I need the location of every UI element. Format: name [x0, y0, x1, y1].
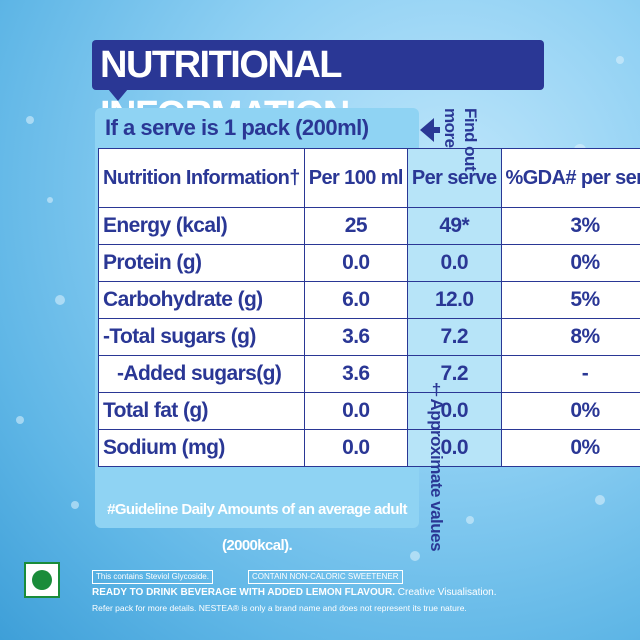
row-serve: 0.0	[406, 429, 502, 467]
header-per-100ml: Per 100 ml	[303, 148, 408, 208]
row-gda: 5%	[500, 281, 640, 319]
row-gda: 0%	[500, 429, 640, 467]
row-label: Sodium (mg)	[98, 429, 305, 467]
veg-dot	[32, 570, 52, 590]
table-row: Protein (g) 0.0 0.0 0%	[98, 244, 640, 282]
table-row: Total fat (g) 0.0 0.0 0%	[98, 392, 640, 430]
serve-size-text: If a serve is 1 pack (200ml)	[105, 115, 369, 140]
row-gda: 0%	[500, 244, 640, 282]
veg-mark-icon	[24, 562, 60, 598]
gda-footnote: #Guideline Daily Amounts of an average a…	[107, 501, 407, 554]
row-serve: 49*	[406, 207, 502, 245]
beverage-description: READY TO DRINK BEVERAGE WITH ADDED LEMON…	[92, 587, 497, 598]
row-per100: 3.6	[303, 355, 408, 393]
row-gda: 0%	[500, 392, 640, 430]
row-per100: 6.0	[303, 281, 408, 319]
beverage-title: READY TO DRINK BEVERAGE WITH ADDED LEMON…	[92, 587, 395, 598]
table-row: Carbohydrate (g) 6.0 12.0 5%	[98, 281, 640, 319]
row-serve: 7.2	[406, 318, 502, 356]
row-per100: 25	[303, 207, 408, 245]
row-gda: 3%	[500, 207, 640, 245]
row-label: Protein (g)	[98, 244, 305, 282]
row-label: Carbohydrate (g)	[98, 281, 305, 319]
table-row: -Added sugars(g) 3.6 7.2 -	[98, 355, 640, 393]
row-per100: 3.6	[303, 318, 408, 356]
row-per100: 0.0	[303, 392, 408, 430]
steviol-tag: This contains Steviol Glycoside.	[92, 570, 213, 584]
sweetener-tag: CONTAIN NON-CALORIC SWEETENER	[248, 570, 403, 584]
table-header-row: Nutrition Information† Per 100 ml Per se…	[98, 148, 640, 208]
row-serve: 0.0	[406, 244, 502, 282]
page-title: NUTRITIONAL INFORMATION	[92, 40, 544, 136]
nutrition-table: Nutrition Information† Per 100 ml Per se…	[98, 148, 640, 467]
disclaimer-text: Refer pack for more details. NESTEA® is …	[92, 603, 467, 613]
table-row: Sodium (mg) 0.0 0.0 0%	[98, 429, 640, 467]
arrow-stem	[432, 127, 440, 133]
find-out-more-text: Find out more	[441, 108, 480, 172]
row-label: Total fat (g)	[98, 392, 305, 430]
row-gda: 8%	[500, 318, 640, 356]
creative-visualisation: Creative Visualisation.	[394, 587, 497, 598]
approximate-values-note: †Approximate values	[427, 380, 446, 552]
row-label: -Added sugars(g)	[98, 355, 305, 393]
row-serve: 0.0	[406, 392, 502, 430]
row-per100: 0.0	[303, 429, 408, 467]
header-nutrition-info: Nutrition Information†	[98, 148, 305, 208]
table-row: Energy (kcal) 25 49* 3%	[98, 207, 640, 245]
banner-pointer	[108, 89, 128, 101]
row-gda: -	[500, 355, 640, 393]
row-label: Energy (kcal)	[98, 207, 305, 245]
row-serve: 12.0	[406, 281, 502, 319]
row-per100: 0.0	[303, 244, 408, 282]
table-row: -Total sugars (g) 3.6 7.2 8%	[98, 318, 640, 356]
row-serve: 7.2	[406, 355, 502, 393]
arrow-left-icon	[420, 118, 434, 142]
header-gda: %GDA# per serve	[500, 148, 640, 208]
row-label: -Total sugars (g)	[98, 318, 305, 356]
